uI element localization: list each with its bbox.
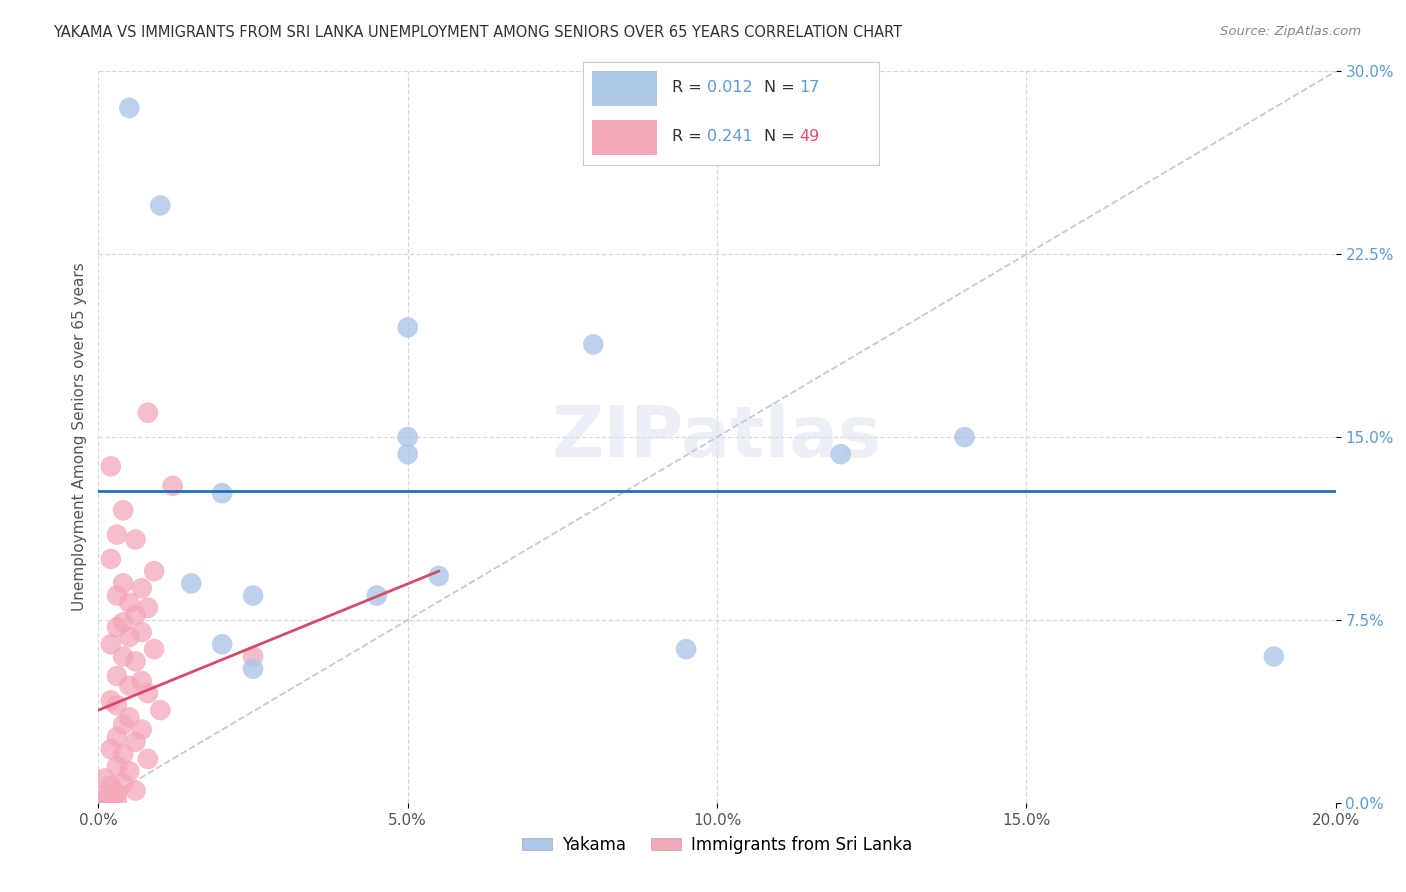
Point	[180, 576, 202, 591]
Point	[124, 608, 146, 623]
Text: 49: 49	[799, 128, 820, 144]
Point	[396, 447, 419, 461]
Point	[211, 637, 233, 651]
Point	[242, 662, 264, 676]
Point	[112, 576, 135, 591]
Text: YAKAMA VS IMMIGRANTS FROM SRI LANKA UNEMPLOYMENT AMONG SENIORS OVER 65 YEARS COR: YAKAMA VS IMMIGRANTS FROM SRI LANKA UNEM…	[53, 25, 903, 40]
Point	[105, 759, 128, 773]
Point	[143, 642, 166, 657]
Point	[112, 718, 135, 732]
Point	[100, 693, 122, 707]
Point	[162, 479, 184, 493]
Point	[100, 779, 122, 793]
Point	[112, 503, 135, 517]
Point	[105, 730, 128, 744]
Point	[124, 735, 146, 749]
Point	[118, 596, 141, 610]
Legend: Yakama, Immigrants from Sri Lanka: Yakama, Immigrants from Sri Lanka	[515, 829, 920, 860]
Point	[136, 600, 159, 615]
Point	[131, 723, 153, 737]
Point	[242, 649, 264, 664]
Point	[105, 786, 128, 800]
Point	[124, 654, 146, 668]
Point	[105, 620, 128, 634]
Point	[105, 669, 128, 683]
Point	[131, 673, 153, 688]
Point	[131, 581, 153, 595]
Point	[124, 533, 146, 547]
Y-axis label: Unemployment Among Seniors over 65 years: Unemployment Among Seniors over 65 years	[72, 263, 87, 611]
Point	[93, 789, 115, 803]
Point	[124, 783, 146, 797]
Point	[93, 793, 115, 807]
Point	[105, 698, 128, 713]
Point	[105, 793, 128, 807]
Point	[112, 747, 135, 761]
Point	[118, 710, 141, 724]
Point	[211, 486, 233, 500]
Text: N =: N =	[763, 79, 800, 95]
Text: 0.241: 0.241	[707, 128, 754, 144]
Text: N =: N =	[763, 128, 800, 144]
Point	[112, 615, 135, 630]
Point	[100, 791, 122, 805]
Point	[118, 679, 141, 693]
Point	[396, 430, 419, 444]
Point	[1263, 649, 1285, 664]
Point	[118, 764, 141, 778]
Point	[830, 447, 852, 461]
Point	[136, 752, 159, 766]
Point	[136, 686, 159, 700]
Text: R =: R =	[672, 79, 707, 95]
Point	[149, 703, 172, 717]
Point	[149, 198, 172, 212]
Point	[136, 406, 159, 420]
Text: ZIPatlas: ZIPatlas	[553, 402, 882, 472]
Point	[131, 625, 153, 640]
Point	[143, 564, 166, 578]
Point	[100, 552, 122, 566]
Point	[93, 772, 115, 786]
Text: R =: R =	[672, 128, 707, 144]
Point	[100, 637, 122, 651]
Text: 0.012: 0.012	[707, 79, 754, 95]
Point	[112, 649, 135, 664]
Point	[953, 430, 976, 444]
Point	[242, 589, 264, 603]
FancyBboxPatch shape	[592, 120, 658, 155]
Point	[582, 337, 605, 351]
Text: 17: 17	[799, 79, 820, 95]
Point	[366, 589, 388, 603]
FancyBboxPatch shape	[592, 70, 658, 105]
Point	[675, 642, 697, 657]
Point	[112, 776, 135, 790]
Point	[396, 320, 419, 334]
Point	[105, 589, 128, 603]
Point	[100, 742, 122, 756]
Text: Source: ZipAtlas.com: Source: ZipAtlas.com	[1220, 25, 1361, 38]
Point	[118, 630, 141, 644]
Point	[100, 459, 122, 474]
Point	[427, 569, 450, 583]
Point	[105, 527, 128, 541]
Point	[118, 101, 141, 115]
